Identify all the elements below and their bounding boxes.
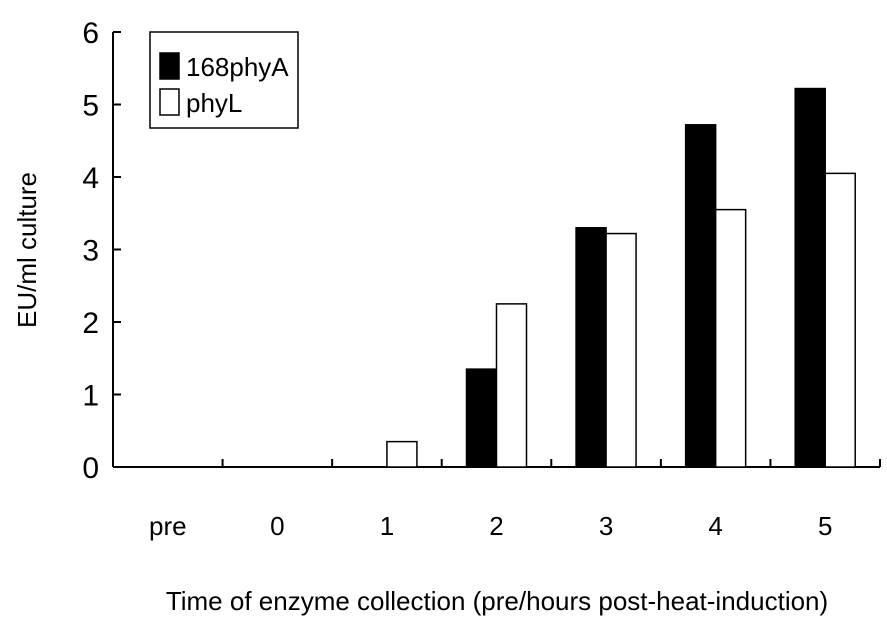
x-axis-title: Time of enzyme collection (pre/hours pos… xyxy=(166,586,828,616)
x-tick-label: 3 xyxy=(599,511,613,541)
y-tick-label: 1 xyxy=(82,380,99,413)
category-labels: pre 0 1 2 3 4 5 xyxy=(149,511,832,541)
y-tick-label: 5 xyxy=(82,90,99,123)
x-tick-label: 4 xyxy=(708,511,722,541)
x-tick-label: 5 xyxy=(818,511,832,541)
bar-168phyA-3 xyxy=(576,228,606,467)
legend: 168phyA phyL xyxy=(150,32,298,128)
x-tick-label: 1 xyxy=(380,511,394,541)
bar-phyL-4 xyxy=(716,210,746,467)
bar-phyL-2 xyxy=(497,304,527,467)
bar-phyL-5 xyxy=(825,173,855,467)
legend-label-phyL: phyL xyxy=(186,88,242,118)
legend-label-168phyA: 168phyA xyxy=(186,52,289,82)
bar-168phyA-5 xyxy=(795,89,825,467)
y-tick-label: 0 xyxy=(82,452,99,485)
y-tick-label: 6 xyxy=(82,17,99,50)
bar-phyL-3 xyxy=(606,234,636,467)
bar-168phyA-2 xyxy=(467,369,497,467)
y-tick-label: 3 xyxy=(82,235,99,268)
x-tick-label: 2 xyxy=(489,511,503,541)
x-tick-label: 0 xyxy=(270,511,284,541)
legend-swatch-phyL xyxy=(160,89,179,115)
y-axis: 0 1 2 3 4 5 6 xyxy=(82,17,121,485)
y-axis-title: EU/ml culture xyxy=(12,172,42,328)
y-tick-label: 4 xyxy=(82,162,99,195)
legend-swatch-168phyA xyxy=(160,53,179,79)
bar-phyL-1 xyxy=(387,442,417,467)
bar-168phyA-4 xyxy=(686,125,716,467)
x-tick-label: pre xyxy=(149,511,187,541)
y-tick-label: 2 xyxy=(82,307,99,340)
bars xyxy=(387,89,855,467)
